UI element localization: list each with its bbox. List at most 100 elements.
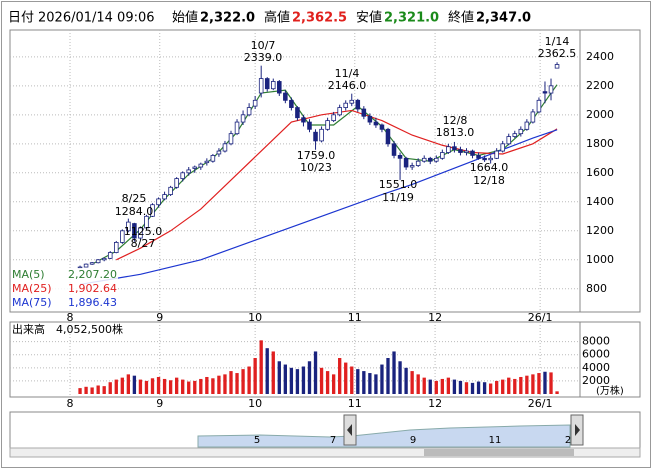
x-tick-label: 9 [156, 311, 163, 324]
volume-bar [549, 372, 553, 394]
navigator-area [197, 424, 571, 448]
annotation-date: 8/25 [122, 192, 147, 205]
volume-bar [265, 348, 269, 394]
x-tick-label: 26/1 [528, 311, 553, 324]
annotation-price: 1759.0 [297, 149, 336, 162]
moving-average-line [116, 109, 558, 261]
y-tick-label: 2400 [586, 50, 614, 63]
volume-bar [392, 351, 396, 394]
volume-bar [253, 358, 257, 394]
candle-body [452, 146, 457, 151]
volume-bar [501, 379, 505, 394]
candle-body [289, 99, 294, 108]
volume-bar [229, 371, 233, 394]
volume-bar [380, 364, 384, 394]
y-tick-label: 8000 [582, 335, 610, 348]
y-tick-label: 1400 [586, 195, 614, 208]
volume-bar [78, 388, 82, 394]
volume-bar [90, 387, 94, 394]
candle-body [446, 146, 451, 153]
volume-bar [289, 367, 294, 394]
volume-bar [440, 378, 444, 394]
candle-body [488, 157, 493, 161]
candle-body [548, 85, 554, 94]
candle-body [295, 107, 300, 119]
volume-bar [102, 386, 106, 394]
volume-bar [350, 366, 354, 394]
x-tick-label: 8 [67, 311, 74, 324]
legend-name: MA(25) [12, 282, 52, 295]
volume-bar [235, 373, 239, 394]
volume-bar [470, 382, 475, 394]
volume-bar [531, 374, 535, 394]
volume-bar [193, 380, 197, 394]
candle-body [319, 128, 324, 142]
candle-body [144, 215, 149, 229]
annotation-price: 1284.0 [115, 205, 154, 218]
volume-bar [362, 371, 366, 394]
candle-body [476, 155, 481, 159]
annotation-date: 10/23 [300, 161, 332, 174]
y-tick-label: 1800 [586, 137, 614, 150]
candle-body [391, 143, 397, 156]
candle-body [156, 198, 161, 206]
annotation-price: 2362.5 [538, 47, 577, 60]
volume-bar [488, 383, 493, 394]
open-value: 2,322.0 [200, 11, 255, 26]
navigator-label: 2 [565, 435, 571, 446]
navigator-label: 11 [489, 435, 502, 446]
candle-body [313, 131, 318, 142]
candle-body [530, 111, 536, 123]
low-value: 2,321.0 [384, 11, 439, 26]
close-value: 2,347.0 [476, 11, 531, 26]
candle-body [264, 78, 270, 90]
volume-bar [422, 377, 426, 394]
high-value: 2,362.5 [292, 11, 347, 26]
volume-bar [132, 375, 137, 394]
navigator-label: 9 [410, 435, 416, 446]
annotation-price: 2339.0 [244, 51, 283, 64]
volume-bar [277, 361, 281, 394]
candle-body [512, 133, 518, 137]
candle-body [180, 172, 185, 180]
volume-bar [356, 369, 360, 394]
price-panel [9, 29, 641, 313]
candle-body [132, 223, 137, 239]
annotation-date: 10/7 [251, 39, 276, 52]
scrollbar[interactable] [9, 447, 641, 458]
annotation-price: 2146.0 [328, 79, 367, 92]
candle-body [500, 143, 505, 152]
candle-body [113, 242, 119, 253]
low-label: 安値 [356, 10, 382, 26]
header: 日付 2026/01/14 09:06 始値 2,322.0 高値 2,362.… [8, 10, 531, 26]
volume-bar [434, 380, 438, 394]
legend-value: 2,207.20 [68, 268, 117, 281]
candle-body [397, 155, 403, 159]
volume-bar [138, 379, 143, 394]
candle-body [409, 165, 415, 168]
volume-bar [416, 374, 420, 394]
candle-body [246, 107, 252, 116]
candle-body [349, 99, 355, 104]
candle-body [95, 259, 101, 264]
candle-body [421, 157, 427, 162]
candle-body [277, 81, 282, 94]
annotation-price: 1551.0 [379, 178, 418, 191]
annotation-date: 1/14 [545, 35, 570, 48]
annotation-price: 1813.0 [436, 126, 475, 139]
candle-body [536, 99, 542, 113]
volume-bar [386, 358, 390, 394]
annotation-date: 11/4 [335, 67, 360, 80]
volume-bar [247, 366, 251, 394]
volume-bar [374, 374, 378, 394]
candle-body [494, 150, 499, 159]
legend-name: MA(75) [12, 296, 52, 309]
candle-body [427, 157, 433, 162]
candle-body [343, 102, 348, 108]
candle-body [89, 262, 95, 265]
scrollbar-thumb[interactable] [424, 449, 574, 456]
candle-body [216, 150, 222, 155]
volume-bar [525, 375, 529, 394]
candle-body [355, 99, 361, 110]
candle-body [101, 257, 107, 261]
